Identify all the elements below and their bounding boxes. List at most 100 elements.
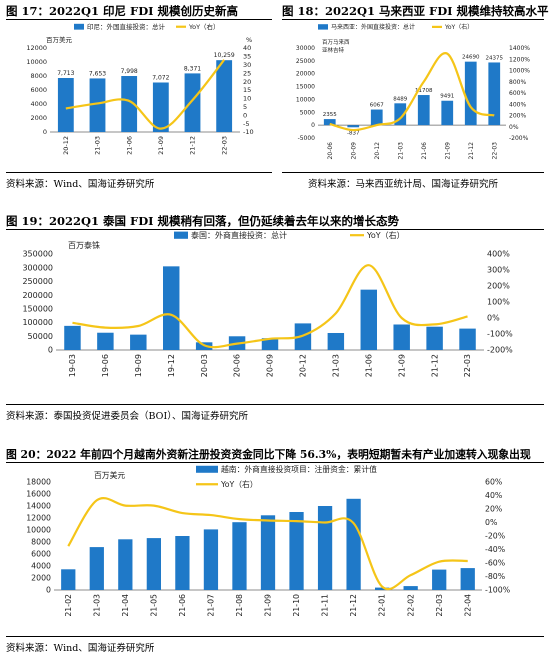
y-tick-label: 6000 [30,86,47,94]
y2-tick-label: 1200% [509,56,530,63]
x-tick-label: 21-06 [364,354,373,377]
yoy-line [67,497,468,591]
yoy-line [65,59,226,130]
y-tick-label: 8000 [31,538,51,547]
x-tick-label: 21-12 [430,354,439,377]
source-rule-18 [282,172,544,173]
chart-thailand-fdi: 0 50000 100000 150000 200000 250000 300000 3500… [6,230,544,385]
y-tick-label: 4000 [30,100,47,108]
x-tick-label: 21-08 [235,594,244,617]
legend-line-label: YoY（右） [220,479,258,489]
x-tick-label: 19-09 [134,354,143,377]
legend-bar-label: 马来西亚：外国直接投资：总计 [331,23,415,31]
x-tick-label: 22-03 [463,354,472,377]
bar [97,332,114,350]
y-tick-label: 18000 [26,478,51,487]
y-tick-label: 4000 [31,562,51,571]
source-note-18: 资料来源：马来西亚统计局、国海证券研究所 [308,179,499,190]
bar [121,76,138,132]
bar [57,78,74,132]
x-tick-label: 19-06 [101,354,110,377]
bar [289,512,304,590]
y-tick-label: -5000 [298,135,316,142]
y2-tick-label: 0% [487,314,500,323]
unit-label: 百万泰铢 [68,240,100,250]
bar-data-label: 7,998 [121,68,138,75]
y-tick-label: 2000 [31,574,51,583]
bar [61,569,76,590]
y2-tick-label: 40% [485,491,502,500]
bar [432,569,447,590]
y-tick-label: 30000 [296,45,315,52]
bar [441,100,454,126]
source-rule-19 [6,404,544,405]
bar [118,539,133,590]
bar [163,266,180,350]
y2-tick-label: 400% [487,250,510,259]
yoy-line [329,52,495,132]
bar-data-label: 7,653 [89,70,106,77]
yoy-line [72,264,468,349]
x-tick-label: 21-09 [264,594,273,617]
bar-data-label: 10,259 [214,52,235,59]
y2-tick-label: 400% [509,101,526,108]
x-tick-label: 20-12 [62,136,70,155]
y2-tick-label: 200% [487,282,510,291]
bar [347,125,360,128]
figure-title-19: 图 19：2022Q1 泰国 FDI 规模稍有回落，但仍延续着去年以来的增长态势 [6,214,400,228]
bar-data-label: 11708 [415,88,433,94]
x-tick-label: 22-03 [491,142,498,160]
y2-tick-label: -80% [485,572,505,581]
y-tick-label: 300000 [22,263,53,272]
y2-tick-label: -20% [485,532,505,541]
x-tick-label: 21-02 [64,594,73,617]
y2-tick-label: -200% [509,135,529,142]
legend-line-label: YoY（右） [188,22,220,31]
x-tick-label: 21-12 [189,136,197,155]
x-tick-label: 19-12 [167,354,176,377]
bar-data-label: -837 [347,130,360,136]
x-tick-label: 21-12 [349,594,358,617]
bar [203,529,219,590]
source-rule-20 [6,636,544,637]
x-tick-label: 20-03 [200,354,209,377]
x-tick-label: 20-12 [299,354,308,377]
y2-tick-label: 10 [243,95,251,103]
y2-tick-label: 30 [243,61,251,69]
bar [317,506,333,590]
y2-tick-label: 300% [487,266,510,275]
y-tick-label: 6000 [31,550,51,559]
y-tick-label: 25000 [296,58,315,65]
y2-tick-label: 15 [243,86,251,94]
y-tick-label: 250000 [22,277,53,286]
y-tick-label: 20000 [296,71,315,78]
bar [417,95,430,126]
x-tick-label: 21-06 [125,136,133,155]
x-tick-label: 21-11 [321,594,330,617]
y2-tick-label: 0% [485,518,497,527]
y2-tick-label: -100% [487,330,513,339]
y2-tick-label: 200% [509,113,526,120]
unit-label: 百万马来西 [322,38,350,46]
x-tick-label: 19-03 [68,354,77,377]
bar [184,73,201,132]
x-tick-label: 21-05 [149,594,158,617]
legend-line-label: YoY（右） [444,23,473,31]
bar [260,515,276,590]
y2-tick-label: 20% [485,505,502,514]
legend-bar-label: 越南：外商直接投资项目：注册资金：累计值 [221,464,377,474]
y-tick-label: 10000 [296,96,315,103]
bar-data-label: 8489 [393,96,407,102]
x-tick-label: 21-09 [397,354,406,377]
x-tick-label: 22-03 [220,136,228,155]
unit-label: 百万美元 [46,35,73,44]
bar [426,326,443,350]
y2-tick-label: 40 [243,44,251,52]
x-tick-label: 20-12 [374,142,381,160]
y2-tick-label: 35 [243,53,251,61]
x-tick-label: 21-03 [92,594,101,617]
y2-tick-label: 1000% [509,68,530,75]
y2-unit-label: % [246,36,252,44]
unit-label: 百万美元 [94,470,125,480]
bar [175,536,190,590]
